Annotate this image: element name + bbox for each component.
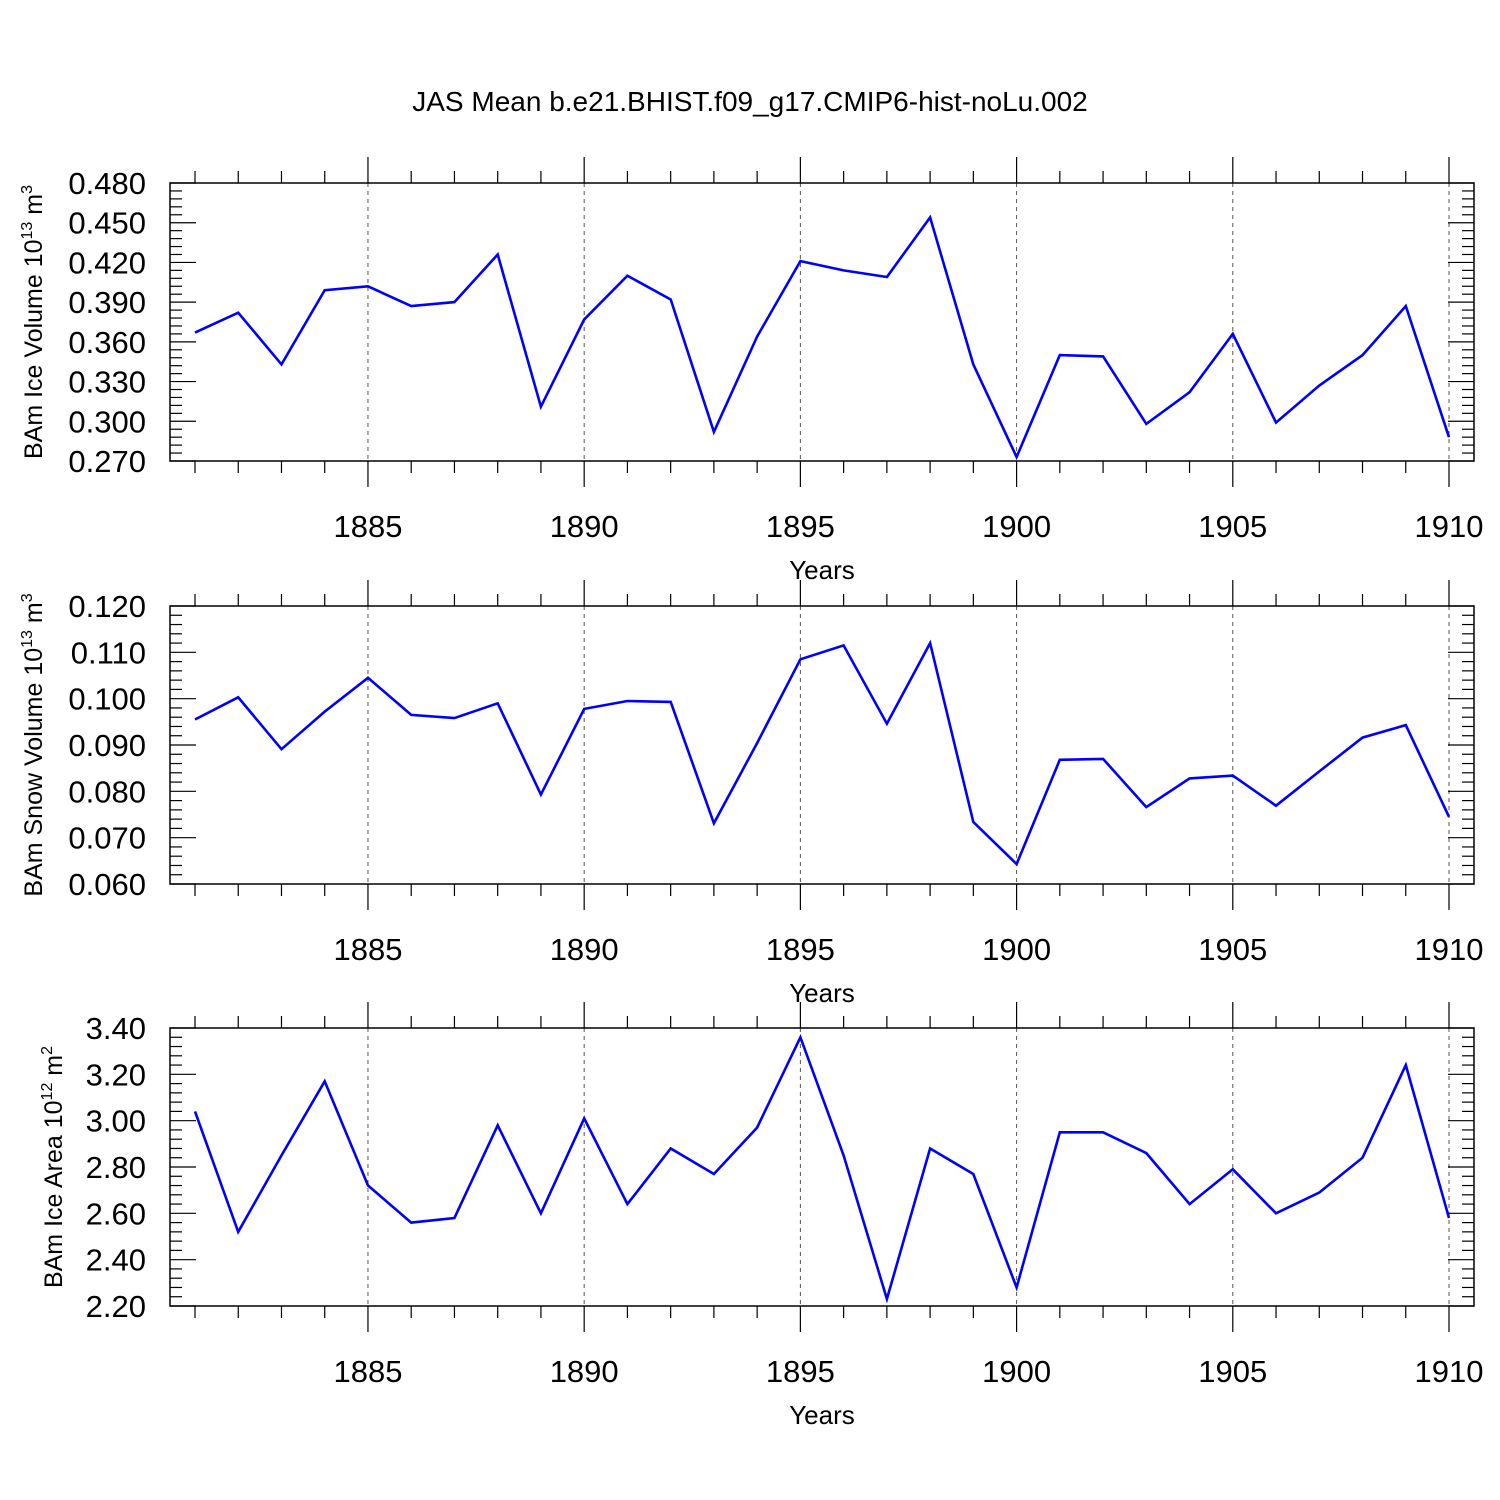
y-tick-label: 0.420 — [68, 245, 146, 280]
x-tick-label: 1890 — [550, 932, 619, 967]
x-tick-label: 1885 — [333, 1354, 402, 1389]
x-tick-label: 1905 — [1198, 509, 1267, 544]
y-tick-label: 0.110 — [71, 635, 146, 670]
y-tick-label: 0.120 — [68, 589, 146, 624]
x-axis-label: Years — [789, 555, 855, 585]
x-tick-label: 1900 — [982, 932, 1051, 967]
y-tick-label: 0.360 — [68, 325, 146, 360]
x-tick-label: 1885 — [333, 509, 402, 544]
y-axis-label: BAm Ice Area 1012 m2 — [39, 1046, 68, 1288]
plot-frame — [169, 182, 1475, 462]
x-tick-label: 1890 — [550, 509, 619, 544]
y-tick-label: 0.070 — [68, 821, 146, 856]
y-tick-label: 3.40 — [86, 1011, 146, 1046]
x-tick-label: 1910 — [1415, 1354, 1484, 1389]
y-tick-label: 0.090 — [68, 728, 146, 763]
series-line — [193, 1033, 1451, 1304]
x-tick-label: 1905 — [1198, 932, 1267, 967]
y-tick-label: 0.330 — [68, 365, 146, 400]
x-tick-label: 1895 — [766, 509, 835, 544]
x-tick-label: 1900 — [982, 509, 1051, 544]
chart-panel-3: 3.40 3.20 3.00 2.80 2.60 2.40 2.20 1885 1890 1895… — [39, 1002, 1483, 1430]
plot-frame — [169, 605, 1475, 885]
y-tick-label: 0.300 — [68, 404, 146, 439]
x-tick-label: 1890 — [550, 1354, 619, 1389]
y-tick-label: 2.20 — [86, 1289, 146, 1324]
y-tick-label: 0.080 — [68, 774, 146, 809]
x-tick-label: 1910 — [1415, 509, 1484, 544]
x-tick-label: 1910 — [1415, 932, 1484, 967]
series-line — [194, 214, 1451, 461]
y-tick-label: 0.270 — [68, 444, 146, 479]
x-tick-label: 1895 — [766, 932, 835, 967]
y-tick-label: 0.450 — [68, 206, 146, 241]
figure-title: JAS Mean b.e21.BHIST.f09_g17.CMIP6-hist-… — [412, 86, 1088, 117]
y-tick-label: 2.40 — [86, 1243, 146, 1278]
x-tick-label: 1895 — [766, 1354, 835, 1389]
y-tick-label: 2.60 — [86, 1196, 146, 1231]
y-axis-label: BAm Ice Volume 1013 m3 — [19, 185, 48, 459]
chart-panel-2: 0.120 0.110 0.100 0.090 0.080 0.070 0.060 1885 1… — [19, 580, 1483, 1008]
y-tick-label: 3.00 — [86, 1104, 146, 1139]
x-tick-label: 1885 — [333, 932, 402, 967]
y-tick-label: 2.80 — [86, 1150, 146, 1185]
y-tick-label: 0.480 — [68, 166, 146, 201]
y-tick-label: 0.060 — [68, 867, 146, 902]
plot-frame — [169, 1027, 1475, 1307]
y-tick-label: 0.390 — [68, 285, 146, 320]
x-tick-label: 1900 — [982, 1354, 1051, 1389]
chart-panel-1: 0.480 0.450 0.420 0.390 0.360 0.330 0.300 0.270… — [19, 157, 1483, 585]
y-tick-label: 3.20 — [86, 1057, 146, 1092]
x-tick-label: 1905 — [1198, 1354, 1267, 1389]
y-axis-label: BAm Snow Volume 1013 m3 — [19, 593, 48, 896]
x-axis-label: Years — [789, 1400, 855, 1430]
y-tick-label: 0.100 — [68, 682, 146, 717]
series-line — [194, 639, 1451, 867]
x-axis-label: Years — [789, 978, 855, 1008]
